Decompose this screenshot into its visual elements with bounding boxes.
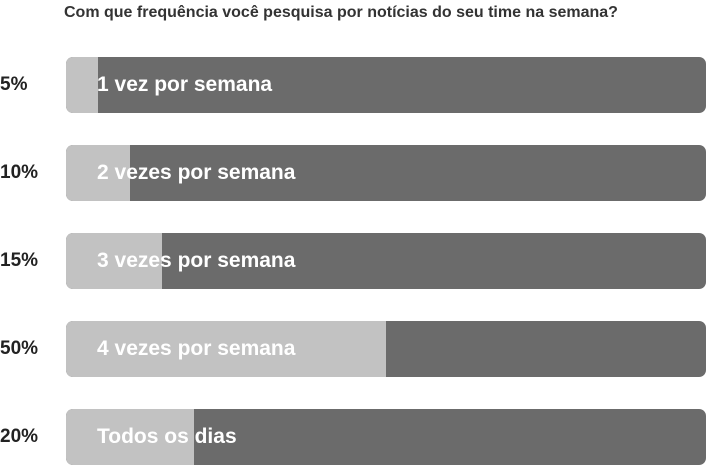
- bar-row: 15% 3 vezes por semana: [0, 233, 706, 289]
- chart-title: Com que frequência você pesquisa por not…: [64, 4, 618, 21]
- bar-row: 50% 4 vezes por semana: [0, 321, 706, 377]
- bar-track: 1 vez por semana: [66, 57, 706, 113]
- category-label: 1 vez por semana: [97, 73, 273, 96]
- value-label: 50%: [0, 338, 39, 359]
- value-label: 5%: [0, 74, 28, 95]
- bar-fill: [66, 233, 162, 289]
- bar-track: 3 vezes por semana: [66, 233, 706, 289]
- bar-track: Todos os dias: [66, 409, 706, 465]
- value-label: 10%: [0, 162, 39, 183]
- bar-fill: [66, 57, 98, 113]
- bar-track: 2 vezes por semana: [66, 145, 706, 201]
- value-label: 20%: [0, 426, 39, 447]
- bar-track: 4 vezes por semana: [66, 321, 706, 377]
- bar-fill: [66, 409, 194, 465]
- bar-fill: [66, 145, 130, 201]
- bar-row: 5% 1 vez por semana: [0, 57, 706, 113]
- bar-row: 10% 2 vezes por semana: [0, 145, 706, 201]
- bar-fill: [66, 321, 386, 377]
- category-label: Todos os dias: [97, 425, 237, 448]
- value-label: 15%: [0, 250, 39, 271]
- category-label: 4 vezes por semana: [97, 337, 296, 360]
- bar-row: 20% Todos os dias: [0, 409, 706, 465]
- category-label: 3 vezes por semana: [97, 249, 296, 272]
- category-label: 2 vezes por semana: [97, 161, 296, 184]
